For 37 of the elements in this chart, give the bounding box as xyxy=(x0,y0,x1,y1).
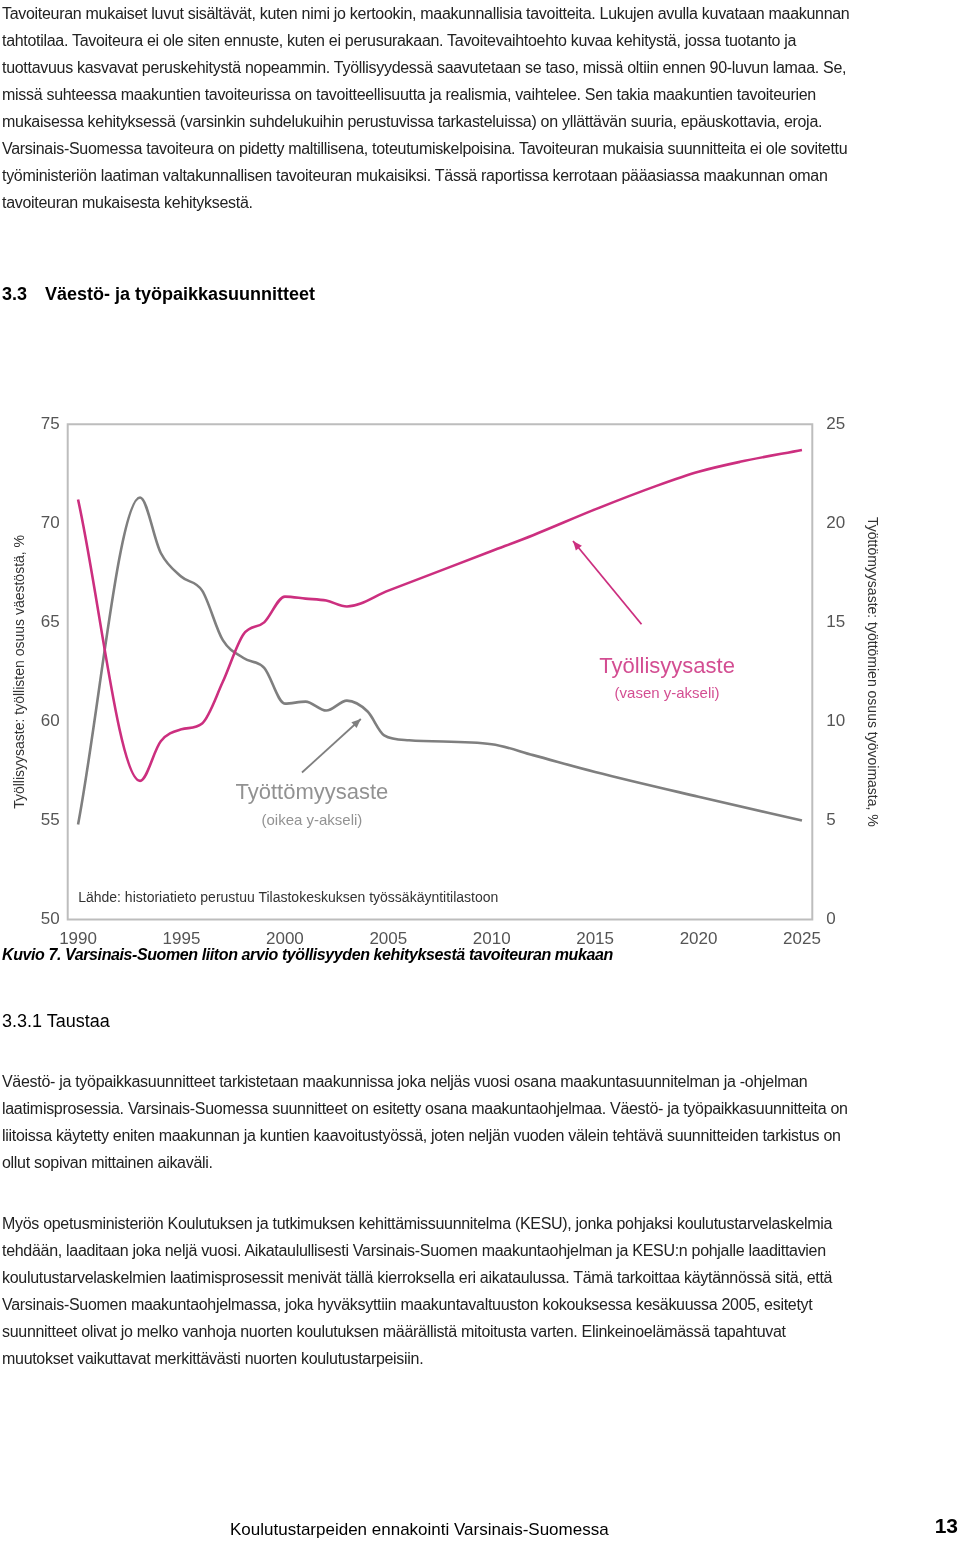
y-tick-label: 70 xyxy=(40,512,60,532)
y2-tick-label: 5 xyxy=(826,810,836,830)
line-series xyxy=(76,496,804,826)
x-tick-label: 2020 xyxy=(679,929,718,949)
y2-tick-label: 0 xyxy=(826,909,836,929)
x-tick-label: 1995 xyxy=(162,929,201,949)
text: Tavoiteuran mukaiset luvut sisältävät, kuten nimi jo kertookin, maakunnallisia tavoitteita. Lukujen avulla kuvataan maakunnan tahtotilaa. Tavoiteura ei ole siten ennuste, kuten ei perusurakaan. Tavoitevaihtoehto kuvaa kehitystä, jossa tuotanto ja tuottavuus kasvavat peruskehitystä nopeammin. Työllisyydessä saavutetaan se taso, missä oltiin ennen 90-luvun lamaa. Se, missä suhteessa maakuntien tavoiteurissa on tavoitteellisuutta ja realismia, vaihtelee. Sen takia maakuntien tavoiteurien mukaisessa kehityksessä (varsinkin suhdelukuihin perustuvissa tarkasteluissa) on yllättävän suuria, epäuskottavia, eroja. Varsinais-Suomessa tavoiteura on pidetty maltillisena, toteutumiskelpoisina. Tavoiteuran mukaisia suunnitteita ei ole sovitettu työministeriön laatiman valtakunnallisen tavoiteuran mukaisiksi. Tässä raportissa kerrotaan pääasiassa maakunnan oman tavoiteuran mukaisesta kehityksestä. xyxy=(2,4,851,213)
text: Työllisyysaste xyxy=(599,653,735,679)
x-tick-label: 2025 xyxy=(783,929,821,949)
text: 13 xyxy=(934,1514,958,1538)
y-tick-label: 65 xyxy=(40,612,60,632)
series-label: Työttömyysaste xyxy=(235,779,389,805)
annotation: (oikea y-akseli) xyxy=(261,810,363,828)
text: Myös opetusministeriön Koulutuksen ja tutkimuksen kehittämissuunnitelma (KESU), jonka pohjaksi koulutustarvelaskelmia tehdään, laaditaan joka neljä vuosi. Aikataulullisesti Varsinais-Suomen maakuntaohjelman ja KESU:n pohjalle laadittavien koulutustarvelaskelmien laatimisprosessit menivät tällä kierroksella eri aikataulussa. Tämä tarkoittaa käytännössä sitä, että Varsinais-Suomen maakuntaohjelmassa, joka hyväksyttiin maakuntavaltuuston kokouksessa kesäkuussa 2005, esitetyt suunnitteet olivat jo melko vanhoja nuorten koulutuksen määrällistä mitoitusta varten. Elinkeinoelämässä tapahtuvat muutokset vaikuttavat merkittävästi nuorten koulutustarpeisiin. xyxy=(2,1214,834,1369)
x-tick-label: 2000 xyxy=(265,929,304,949)
y2-tick-label: 25 xyxy=(826,413,846,433)
x-tick-label: 2005 xyxy=(369,929,408,949)
text: 3.3 Väestö- ja työpaikkasuunnitteet xyxy=(2,284,316,305)
x-tick-label: 2015 xyxy=(576,929,615,949)
text: Koulutustarpeiden ennakointi Varsinais-Suomessa xyxy=(230,1520,609,1540)
line-series xyxy=(76,448,804,783)
y-tick-label: 55 xyxy=(40,810,60,830)
text: Väestö- ja työpaikkasuunnitteet tarkistetaan maakunnissa joka neljäs vuosi osana maakuntasuunnitelman ja -ohjelman laatimisprosessia. Varsinais-Suomessa suunnitteet on esitetty osana maakuntaohjelmaa. Väestö- ja työpaikkasuunnitteita on liitoissa käytetty eniten maakunnan ja kuntien kaavoitustyössä, joten neljän vuoden välein tehtävä suunnitteiden tarkistus on ollut sopivan mittainen aikaväli. xyxy=(2,1072,849,1173)
y2-tick-label: 10 xyxy=(826,711,846,731)
y-tick-label: 50 xyxy=(40,909,60,929)
y2-axis-title: Työttömyysaste: työttömien osuus työvoimasta, % xyxy=(864,517,881,827)
annotation: Lähde: historiatieto perustuu Tilastokeskuksen työssäkäyntitilastoon xyxy=(78,889,499,906)
y-axis-title: Työllisyysaste: työllisten osuus väestöstä, % xyxy=(11,534,28,809)
x-tick-label: 1990 xyxy=(59,929,97,949)
annotation: (vasen y-akseli) xyxy=(614,684,720,702)
text: Kuvio 7. Varsinais-Suomen liiton arvio työllisyyden kehityksestä tavoiteuran mukaan xyxy=(2,946,613,964)
y-tick-label: 60 xyxy=(40,711,60,731)
y2-tick-label: 15 xyxy=(826,612,846,632)
y-tick-label: 75 xyxy=(40,413,60,433)
text: 3.3.1 Taustaa xyxy=(2,1011,110,1032)
y2-tick-label: 20 xyxy=(826,512,846,532)
x-tick-label: 2010 xyxy=(472,929,511,949)
